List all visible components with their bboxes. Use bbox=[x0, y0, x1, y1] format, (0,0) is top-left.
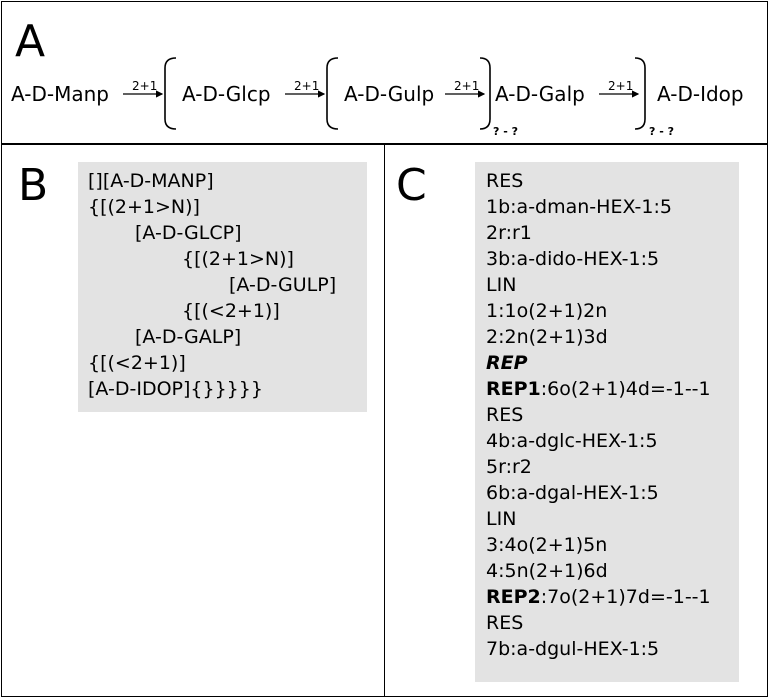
glycan-diagram bbox=[123, 57, 646, 130]
panel-c-code-block: RES 1b:a-dman-HEX-1:5 2r:r1 3b:a-dido-HEX-1… bbox=[475, 162, 739, 682]
panel-a: A A-D-Manp A-D-Glcp A-D-Gulp A-D-Galp A-… bbox=[1, 1, 768, 144]
panel-c-code-line: 4:5n(2+1)6d bbox=[475, 558, 739, 584]
repeat-close-bracket-2 bbox=[634, 57, 646, 130]
panel-c-code-text: 2r:r1 bbox=[486, 222, 532, 244]
node-glcp: A-D-Glcp bbox=[182, 82, 271, 106]
panel-c-code-text: 1b:a-dman-HEX-1:5 bbox=[486, 196, 672, 218]
panel-b-letter: B bbox=[18, 160, 49, 211]
panel-c-code-text: RES bbox=[486, 612, 524, 634]
panel-c-code-text: 2:2n(2+1)3d bbox=[486, 326, 608, 348]
panel-c-code-text: LIN bbox=[486, 508, 517, 530]
panel-b-code-line: {[(<2+1)] bbox=[88, 352, 186, 374]
panel-c-code-line: RES bbox=[475, 402, 739, 428]
panel-c-code-line: RES bbox=[475, 610, 739, 636]
panel-c-code-line: 7b:a-dgul-HEX-1:5 bbox=[475, 636, 739, 662]
panel-c-code-text: 6b:a-dgal-HEX-1:5 bbox=[486, 482, 659, 504]
panel-c-code-line: REP bbox=[475, 350, 739, 376]
panel-c-code-text: :7o(2+1)7d=-1--1 bbox=[540, 586, 711, 608]
panel-b-code-line: [A-D-GLCP] bbox=[135, 222, 242, 244]
panel-c-code-line: 1:1o(2+1)2n bbox=[475, 298, 739, 324]
repeat-close-bracket-1 bbox=[479, 57, 491, 130]
panel-c-code-line: 6b:a-dgal-HEX-1:5 bbox=[475, 480, 739, 506]
panel-c-code-text: 1:1o(2+1)2n bbox=[486, 300, 608, 322]
panel-c-code-line: 5r:r2 bbox=[475, 454, 739, 480]
panel-c-code-text: 7b:a-dgul-HEX-1:5 bbox=[486, 638, 660, 660]
link-label-4: 2+1 bbox=[608, 79, 634, 93]
panel-b-code-line: {[(<2+1)] bbox=[182, 300, 280, 322]
repeat-open-bracket-1 bbox=[164, 57, 177, 130]
link-label-1: 2+1 bbox=[132, 79, 158, 93]
panel-c-code-text: 4:5n(2+1)6d bbox=[486, 560, 608, 582]
panel-b-code-line: {[(2+1>N)] bbox=[88, 196, 200, 218]
panel-c-code-line: LIN bbox=[475, 272, 739, 298]
panel-c-code-line: REP1:6o(2+1)4d=-1--1 bbox=[475, 376, 739, 402]
node-galp: A-D-Galp bbox=[495, 82, 585, 106]
panel-c: C RES 1b:a-dman-HEX-1:5 2r:r1 3b:a-dido-HEX… bbox=[384, 144, 768, 697]
panel-c-code-line: 3b:a-dido-HEX-1:5 bbox=[475, 246, 739, 272]
repeat-open-bracket-2 bbox=[326, 57, 339, 130]
panel-c-code-text: LIN bbox=[486, 274, 517, 296]
repeat-count-1: ? - ? bbox=[493, 125, 518, 138]
panel-c-letter: C bbox=[396, 160, 427, 211]
panel-c-code-text: 4b:a-dglc-HEX-1:5 bbox=[486, 430, 658, 452]
panel-c-code-text: 3:4o(2+1)5n bbox=[486, 534, 608, 556]
panel-c-code-line: 3:4o(2+1)5n bbox=[475, 532, 739, 558]
panel-c-code-keyword: REP bbox=[486, 352, 528, 374]
panel-a-letter: A bbox=[15, 16, 46, 67]
repeat-count-2: ? - ? bbox=[649, 125, 674, 138]
panel-b-code-line: {[(2+1>N)] bbox=[182, 248, 294, 270]
panel-c-code-text: RES bbox=[486, 170, 524, 192]
node-idop: A-D-Idop bbox=[657, 82, 744, 106]
panel-c-code-line: REP2:7o(2+1)7d=-1--1 bbox=[475, 584, 739, 610]
panel-c-code-line: 4b:a-dglc-HEX-1:5 bbox=[475, 428, 739, 454]
panel-c-code-text: :6o(2+1)4d=-1--1 bbox=[540, 378, 711, 400]
panel-c-code-keyword: REP2 bbox=[486, 586, 541, 608]
panel-c-code-text: RES bbox=[486, 404, 524, 426]
node-gulp: A-D-Gulp bbox=[344, 82, 435, 106]
panel-b-code-line: [A-D-GULP] bbox=[229, 274, 337, 296]
panel-b-code-block: [][A-D-MANP] {[(2+1>N)] [A-D-GLCP] {[(2+1>N… bbox=[78, 162, 367, 412]
node-manp: A-D-Manp bbox=[11, 82, 109, 106]
panel-c-code-line: LIN bbox=[475, 506, 739, 532]
panel-b-code-line: [A-D-GALP] bbox=[135, 326, 242, 348]
panel-c-code-text: 3b:a-dido-HEX-1:5 bbox=[486, 248, 660, 270]
link-label-3: 2+1 bbox=[454, 79, 480, 93]
panel-c-code-line: 2:2n(2+1)3d bbox=[475, 324, 739, 350]
panel-b-code-line: [A-D-IDOP]{}}}}} bbox=[88, 378, 263, 400]
link-label-2: 2+1 bbox=[294, 79, 320, 93]
panel-b: B [][A-D-MANP] {[(2+1>N)] [A-D-GLCP] {[(2+1… bbox=[1, 144, 385, 697]
panel-b-code-line: [][A-D-MANP] bbox=[88, 170, 214, 192]
panel-c-code-line: 2r:r1 bbox=[475, 220, 739, 246]
panel-c-code-line: 1b:a-dman-HEX-1:5 bbox=[475, 194, 739, 220]
panel-c-code-line: RES bbox=[475, 168, 739, 194]
panel-c-code-keyword: REP1 bbox=[486, 378, 541, 400]
panel-c-code-text: 5r:r2 bbox=[486, 456, 532, 478]
